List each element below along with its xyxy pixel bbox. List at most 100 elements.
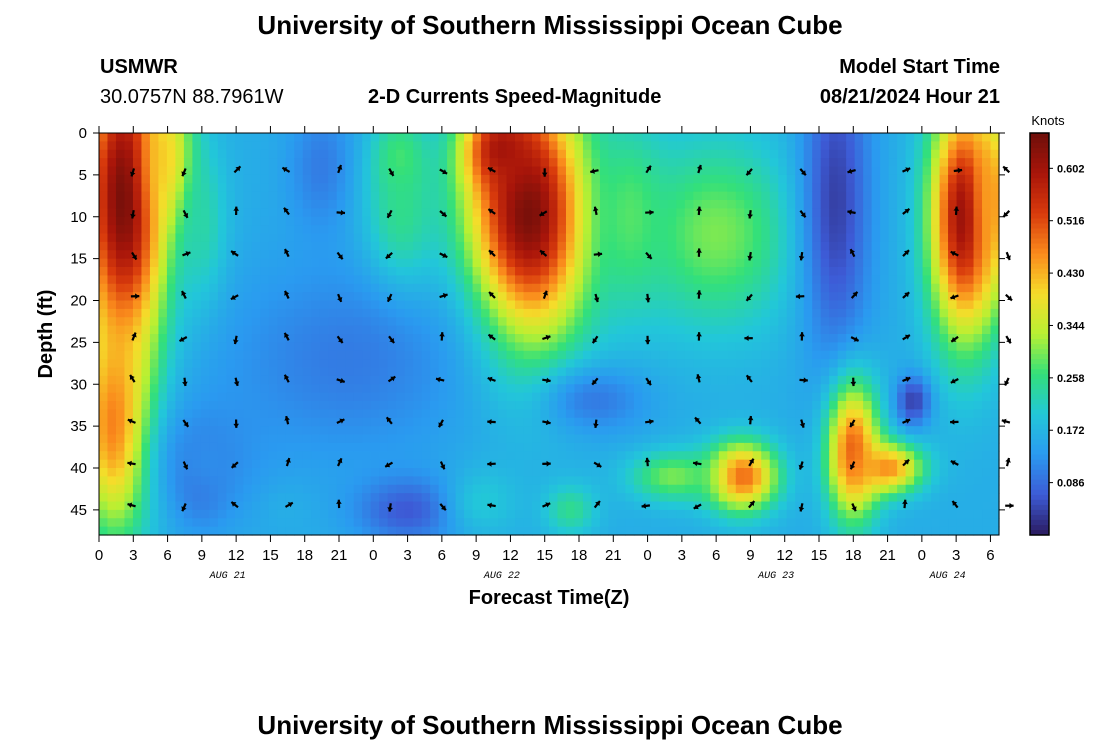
- heatmap-cell: [871, 325, 881, 335]
- heatmap-cell: [761, 501, 771, 511]
- heatmap-cell: [413, 417, 423, 427]
- heatmap-cell: [149, 250, 160, 260]
- heatmap-cell: [965, 459, 975, 469]
- heatmap-cell: [837, 275, 847, 285]
- heatmap-cell: [863, 158, 873, 168]
- heatmap-cell: [319, 359, 329, 369]
- heatmap-cell: [931, 342, 941, 352]
- heatmap-cell: [107, 401, 117, 410]
- heatmap-cell: [183, 300, 193, 310]
- heatmap-cell: [158, 350, 168, 360]
- heatmap-cell: [574, 375, 584, 385]
- heatmap-cell: [124, 308, 134, 318]
- heatmap-cell: [481, 325, 491, 335]
- heatmap-cell: [761, 174, 771, 184]
- heatmap-cell: [761, 325, 771, 335]
- heatmap-cell: [549, 518, 559, 528]
- heatmap-cell: [880, 325, 890, 335]
- heatmap-cell: [234, 342, 244, 352]
- heatmap-cell: [616, 258, 627, 268]
- heatmap-cell: [931, 191, 941, 201]
- heatmap-cell: [769, 174, 779, 184]
- heatmap-cell: [582, 216, 593, 226]
- heatmap-cell: [922, 275, 932, 285]
- heatmap-cell: [591, 141, 601, 151]
- heatmap-cell: [769, 133, 779, 142]
- heatmap-cell: [404, 417, 414, 427]
- heatmap-cell: [166, 191, 177, 201]
- heatmap-cell: [413, 526, 423, 536]
- heatmap-cell: [285, 476, 295, 486]
- heatmap-cell: [183, 417, 193, 427]
- heatmap-cell: [141, 375, 151, 385]
- heatmap-cell: [285, 468, 295, 477]
- heatmap-cell: [319, 426, 329, 436]
- heatmap-cell: [404, 509, 414, 519]
- heatmap-cell: [752, 509, 762, 519]
- heatmap-cell: [302, 518, 312, 528]
- heatmap-cell: [701, 350, 711, 360]
- heatmap-cell: [888, 225, 898, 235]
- heatmap-cell: [396, 484, 406, 494]
- heatmap-cell: [149, 501, 160, 511]
- heatmap-cell: [710, 493, 720, 503]
- heatmap-cell: [498, 518, 508, 528]
- heatmap-cell: [268, 526, 278, 536]
- heatmap-cell: [158, 401, 168, 410]
- heatmap-cell: [379, 292, 389, 302]
- heatmap-cell: [778, 158, 788, 168]
- heatmap-cell: [608, 166, 618, 176]
- heatmap-cell: [302, 233, 312, 243]
- heatmap-cell: [591, 509, 601, 519]
- heatmap-cell: [922, 350, 932, 360]
- heatmap-cell: [370, 233, 380, 243]
- heatmap-cell: [149, 141, 160, 151]
- heatmap-cell: [769, 392, 779, 402]
- heatmap-cell: [99, 233, 109, 243]
- heatmap-cell: [455, 225, 465, 235]
- heatmap-cell: [311, 283, 321, 293]
- heatmap-cell: [158, 149, 168, 159]
- heatmap-cell: [905, 509, 915, 519]
- heatmap-cell: [464, 216, 474, 226]
- heatmap-cell: [931, 367, 941, 377]
- heatmap-cell: [549, 476, 559, 486]
- heatmap-cell: [464, 334, 474, 343]
- heatmap-cell: [124, 409, 134, 419]
- heatmap-cell: [897, 158, 907, 168]
- heatmap-cell: [897, 509, 907, 519]
- heatmap-cell: [956, 216, 966, 226]
- heatmap-cell: [880, 384, 890, 394]
- heatmap-cell: [311, 342, 321, 352]
- heatmap-cell: [498, 401, 508, 410]
- heatmap-cell: [735, 518, 745, 528]
- heatmap-cell: [99, 258, 109, 268]
- heatmap-cell: [158, 476, 168, 486]
- heatmap-cell: [744, 367, 754, 377]
- heatmap-cell: [931, 426, 941, 436]
- heatmap-cell: [650, 359, 660, 369]
- heatmap-cell: [523, 300, 533, 310]
- heatmap-cell: [642, 308, 652, 318]
- heatmap-cell: [812, 158, 822, 168]
- heatmap-cell: [752, 434, 762, 444]
- heatmap-cell: [192, 434, 202, 444]
- heatmap-cell: [532, 501, 542, 511]
- heatmap-cell: [710, 426, 720, 436]
- heatmap-cell: [727, 283, 737, 293]
- heatmap-cell: [515, 174, 525, 184]
- heatmap-cell: [939, 166, 949, 176]
- heatmap-cell: [124, 325, 134, 335]
- heatmap-cell: [532, 250, 542, 260]
- heatmap-cell: [149, 468, 160, 477]
- heatmap-cell: [761, 476, 771, 486]
- heatmap-cell: [115, 275, 126, 285]
- heatmap-cell: [761, 233, 771, 243]
- heatmap-cell: [336, 141, 346, 151]
- heatmap-cell: [837, 518, 847, 528]
- heatmap-cell: [175, 149, 185, 159]
- heatmap-cell: [778, 292, 788, 302]
- heatmap-cell: [294, 241, 304, 251]
- heatmap-cell: [837, 308, 847, 318]
- heatmap-cell: [676, 375, 686, 385]
